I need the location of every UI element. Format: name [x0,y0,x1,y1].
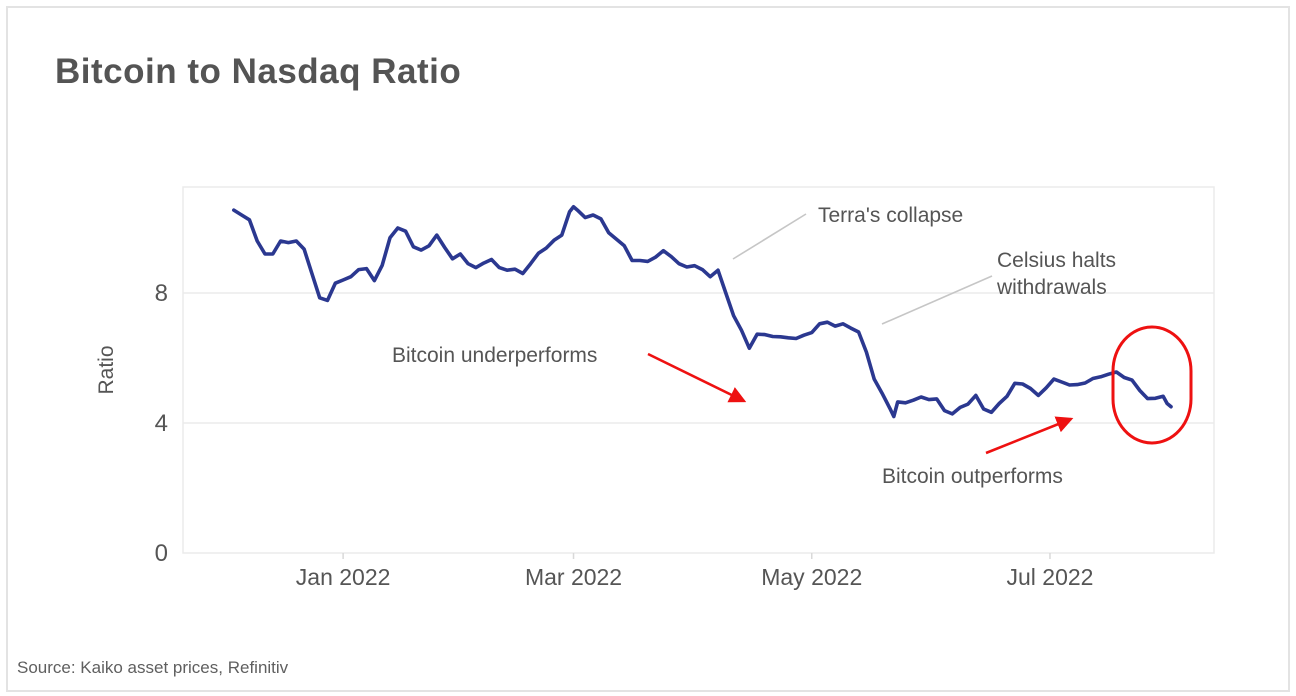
y-axis-title: Ratio [95,345,118,394]
annotation-celsius-halts-withdrawals: Celsius halts withdrawals [997,249,1117,299]
chart-title: Bitcoin to Nasdaq Ratio [55,52,462,91]
x-tick-label: Jan 2022 [296,564,391,590]
y-tick-label: 8 [155,280,168,307]
card-border [6,6,1290,692]
x-tick-label: May 2022 [761,564,862,590]
x-tick-label: Jul 2022 [1006,564,1093,590]
annotation-terra-collapse: Terra's collapse [818,204,964,227]
axis-labels: 0 4 8 Ratio Jan 2022 Mar 2022 May 2022 Jul 2022 [95,280,1093,590]
annotation-bitcoin-underperforms: Bitcoin underperforms [392,344,598,367]
annotation-shapes [647,213,1193,455]
gridlines [182,186,1215,554]
source-caption: Source: Kaiko asset prices, Refinitiv [17,658,289,677]
ratio-series-line [232,205,1173,419]
annotation-bitcoin-outperforms: Bitcoin outperforms [882,465,1063,488]
y-tick-label: 0 [155,540,168,567]
y-tick-label: 4 [155,410,168,437]
x-tick-label: Mar 2022 [525,564,622,590]
